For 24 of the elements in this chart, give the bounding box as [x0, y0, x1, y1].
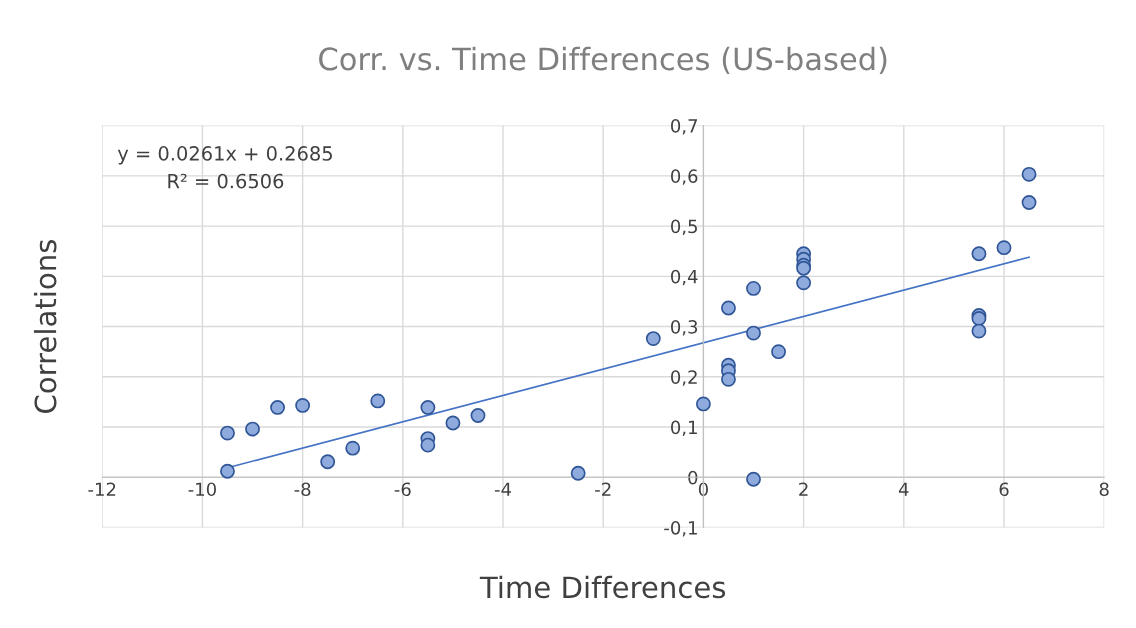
- y-tick-label: 0,1: [671, 420, 697, 436]
- y-tick-label: 0,5: [671, 219, 697, 236]
- chart-title: Corr. vs. Time Differences (US-based): [319, 46, 887, 75]
- annotation: y = 0.0261x + 0.2685 R² = 0.6506: [117, 146, 332, 189]
- x-tick-label: 6: [999, 482, 1009, 497]
- y-tick-label: 0,3: [671, 320, 698, 336]
- x-tick-label: -2: [595, 482, 611, 496]
- y-tick-label: 0,4: [671, 269, 698, 286]
- y-tick-label: -0,1: [664, 520, 697, 537]
- y-tick-label: 0: [688, 470, 698, 485]
- y-tick-label: 0,2: [671, 370, 697, 386]
- x-axis-title: Time Differences: [479, 575, 726, 599]
- x-tick-label: -10: [188, 482, 216, 497]
- x-tick-label: -4: [494, 482, 512, 496]
- x-tick-label: 8: [1099, 482, 1109, 497]
- y-tick-label: 0,7: [671, 119, 698, 135]
- y-axis-title: Correlations: [33, 239, 57, 413]
- x-tick-label: 2: [799, 482, 808, 496]
- x-tick-label: -8: [294, 482, 311, 497]
- x-tick-label: -12: [88, 482, 116, 496]
- x-tick-label: 4: [898, 482, 909, 496]
- x-tick-label: -6: [394, 482, 411, 497]
- y-tick-label: 0,6: [671, 169, 698, 185]
- x-tick-label: 0: [698, 482, 708, 497]
